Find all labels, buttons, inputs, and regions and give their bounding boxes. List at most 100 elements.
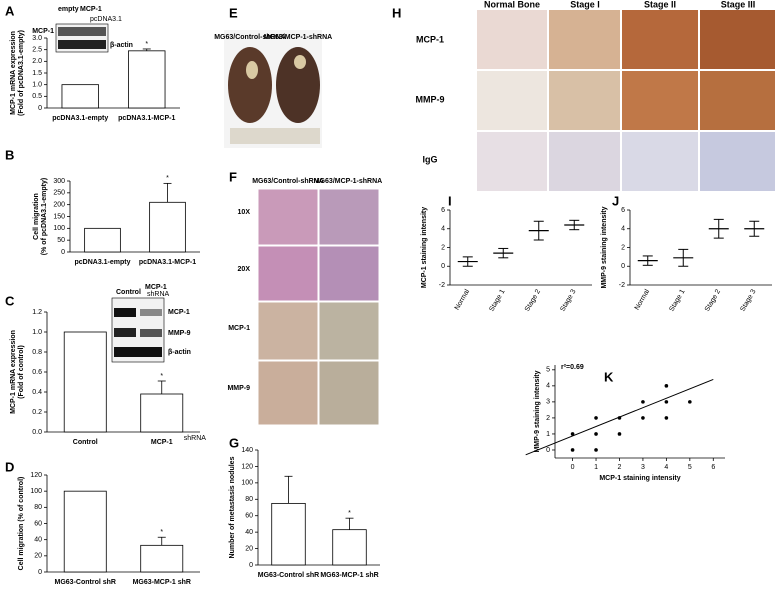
y-tick-label: 100: [241, 480, 253, 487]
blot-row-label: MCP-1: [32, 28, 54, 35]
image-col-label: Normal Bone: [484, 0, 540, 9]
nodule: [246, 61, 258, 79]
x-tick-label: 6: [711, 464, 715, 471]
micrograph: [477, 71, 547, 130]
lung-photo: [276, 47, 320, 123]
image-row-label: IgG: [423, 154, 438, 164]
data-point: [664, 416, 669, 420]
data-point: [594, 432, 598, 436]
bar: [63, 331, 107, 433]
blot-col-label: Control: [116, 289, 141, 296]
blot-col-label: MCP-1: [80, 6, 102, 13]
ruler: [230, 128, 320, 144]
y-tick-label: 100: [53, 225, 65, 232]
x-tick-label: Control: [73, 439, 98, 446]
micrograph: [549, 132, 620, 191]
y-tick-label: 120: [30, 472, 42, 479]
y-tick-label: 1.2: [32, 309, 42, 316]
data-point: [570, 448, 575, 452]
x-tick-label: Stage 3: [559, 288, 577, 312]
x-tick-label: MG63-Control shR: [258, 572, 319, 579]
data-point: [664, 400, 669, 404]
data-point: [617, 432, 622, 436]
panel-label: A: [5, 3, 15, 18]
micrograph: [318, 360, 380, 426]
y-tick-label: 40: [245, 529, 253, 536]
y-tick-label: 2: [546, 415, 550, 422]
image-col-label: Stage II: [644, 0, 676, 9]
y-tick-label: 100: [30, 488, 42, 495]
y-tick-label: 2.5: [32, 47, 42, 54]
y-tick-label: 20: [245, 545, 253, 552]
micrograph: [318, 301, 380, 361]
image-row-label: 10X: [238, 209, 251, 216]
x-tick-label: MG63-MCP-1 shR: [133, 579, 191, 586]
x-tick-label: Stage 1: [668, 288, 686, 312]
bar: [271, 502, 306, 566]
y-axis-label: Number of metastasis nodules: [229, 456, 236, 558]
y-tick-label: 0: [621, 263, 625, 270]
blot-band: [140, 309, 162, 316]
y-tick-label: 3.0: [32, 35, 42, 42]
y-axis-label: MCP-1 staining intensity: [421, 207, 428, 288]
y-tick-label: 0: [546, 447, 550, 454]
micrograph: [318, 188, 380, 246]
data-point: [641, 416, 645, 420]
significance-mark: *: [160, 373, 163, 380]
y-tick-label: 3: [546, 399, 550, 406]
micrograph: [622, 132, 698, 191]
nodule: [294, 55, 306, 69]
x-tick-label: MCP-1: [151, 439, 173, 446]
x-tick-label: Stage 1: [488, 288, 506, 312]
category-note: shRNA: [184, 435, 207, 442]
significance-mark: *: [166, 175, 169, 182]
significance-mark: *: [348, 510, 351, 517]
y-tick-label: 4: [621, 226, 625, 233]
x-tick-label: Stage 2: [704, 288, 722, 312]
y-tick-label: 250: [53, 190, 65, 197]
x-tick-label: pcDNA3.1-MCP-1: [139, 259, 196, 266]
y-tick-label: 60: [245, 513, 253, 520]
y-axis-label: MMP-9 staining intensity: [601, 206, 608, 288]
image-row-label: 20X: [238, 266, 251, 273]
y-tick-label: 0.5: [32, 93, 42, 100]
x-tick-label: 2: [618, 464, 622, 471]
lung-photo: [228, 47, 272, 123]
y-tick-label: 300: [53, 178, 65, 185]
image-row-label: MCP-1: [228, 325, 250, 332]
y-tick-label: 0: [38, 105, 42, 112]
y-tick-label: 6: [621, 207, 625, 214]
x-tick-label: pcDNA3.1-empty: [52, 115, 108, 122]
y-tick-label: 200: [53, 202, 65, 209]
y-tick-label: -2: [439, 282, 445, 289]
y-tick-label: 0: [441, 263, 445, 270]
y-tick-label: 0.2: [32, 409, 42, 416]
image-col-label: MG63/MCP-1-shRNA: [314, 178, 382, 185]
bar: [84, 227, 121, 253]
y-axis-label: MCP-1 mRNA expression: [10, 330, 17, 414]
x-tick-label: pcDNA3.1-empty: [74, 259, 130, 266]
panel-label: B: [5, 147, 14, 162]
x-tick-label: Stage 3: [739, 288, 757, 312]
y-tick-label: 0: [38, 569, 42, 576]
y-tick-label: 1.5: [32, 70, 42, 77]
x-tick-label: Normal: [634, 288, 652, 311]
blot-row-label: MMP-9: [168, 330, 191, 337]
bar: [149, 201, 186, 253]
y-tick-label: 80: [245, 496, 253, 503]
x-tick-label: pcDNA3.1-MCP-1: [118, 115, 175, 122]
y-tick-label: 4: [441, 226, 445, 233]
blot-col-label: empty: [58, 6, 79, 13]
y-axis-label: Cell migration: [33, 193, 40, 240]
blot-row-label: β-actin: [110, 42, 133, 49]
micrograph: [549, 10, 620, 69]
blot-band: [114, 347, 162, 357]
micrograph: [700, 71, 775, 130]
x-tick-label: 0: [571, 464, 575, 471]
panel-label: E: [229, 5, 238, 20]
y-tick-label: 1: [546, 431, 550, 438]
significance-mark: *: [160, 529, 163, 536]
x-tick-label: Stage 2: [524, 288, 542, 312]
panel-label: G: [229, 435, 239, 450]
